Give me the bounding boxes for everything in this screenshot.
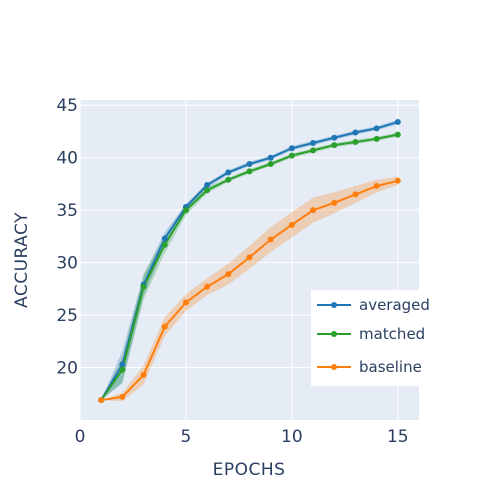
matched-point <box>331 142 338 149</box>
matched-point <box>394 131 401 138</box>
x-tick-label: 15 <box>387 427 409 447</box>
baseline-point <box>98 397 105 404</box>
baseline-point <box>288 221 295 228</box>
matched-point <box>182 207 189 214</box>
y-tick-label: 35 <box>56 201 78 221</box>
matched-point <box>204 187 211 194</box>
legend-item-baseline[interactable]: baseline <box>317 358 422 376</box>
baseline-point <box>140 371 147 378</box>
matched-point <box>373 135 380 142</box>
averaged-point <box>352 129 359 136</box>
y-tick-label: 40 <box>56 149 78 169</box>
matched-point <box>288 152 295 159</box>
x-tick-label: 5 <box>181 427 192 447</box>
averaged-point <box>331 134 338 141</box>
legend-item-matched[interactable]: matched <box>317 325 425 343</box>
matched-point <box>161 241 168 248</box>
averaged-point <box>204 181 211 188</box>
matched-point <box>352 138 359 145</box>
y-tick-label: 20 <box>56 359 78 379</box>
averaged-point <box>267 154 274 161</box>
y-tick-label: 25 <box>56 306 78 326</box>
averaged-point <box>225 169 232 176</box>
baseline-point <box>267 236 274 243</box>
matched-point <box>267 161 274 167</box>
baseline-point <box>352 191 359 198</box>
averaged-point <box>246 161 253 167</box>
legend-swatch-marker <box>331 302 337 308</box>
tick-labels: 0 5 10 15 20 25 30 35 40 45 <box>56 96 408 447</box>
matched-point <box>119 366 126 373</box>
averaged-point <box>161 235 168 242</box>
matched-point <box>140 283 147 290</box>
y-tick-label: 30 <box>56 254 78 274</box>
legend[interactable]: averaged matched baseline <box>311 290 438 386</box>
baseline-point <box>310 207 317 214</box>
legend-label: baseline <box>359 358 422 376</box>
baseline-point <box>246 254 253 261</box>
matched-point <box>225 176 232 183</box>
averaged-point <box>310 140 317 147</box>
baseline-point <box>394 177 401 184</box>
x-tick-label: 10 <box>281 427 303 447</box>
baseline-point <box>331 199 338 206</box>
baseline-point <box>182 299 189 306</box>
averaged-point <box>394 119 401 126</box>
baseline-point <box>119 393 126 400</box>
legend-item-averaged[interactable]: averaged <box>317 296 430 314</box>
matched-point <box>246 168 253 175</box>
legend-label: matched <box>359 325 425 343</box>
baseline-point <box>373 183 380 190</box>
averaged-point <box>288 145 295 152</box>
y-axis-title: ACCURACY <box>12 212 32 308</box>
legend-label: averaged <box>359 296 430 314</box>
series-markers <box>98 119 401 404</box>
averaged-point <box>119 361 126 368</box>
averaged-point <box>373 125 380 132</box>
baseline-point <box>225 271 232 278</box>
baseline-point <box>204 283 211 290</box>
baseline-point <box>161 323 168 330</box>
x-tick-label: 0 <box>75 427 86 447</box>
matched-point <box>310 147 317 154</box>
y-tick-label: 45 <box>56 96 78 116</box>
x-axis-title: EPOCHS <box>213 460 286 480</box>
legend-swatch-marker <box>331 364 337 370</box>
legend-swatch-marker <box>331 331 337 337</box>
